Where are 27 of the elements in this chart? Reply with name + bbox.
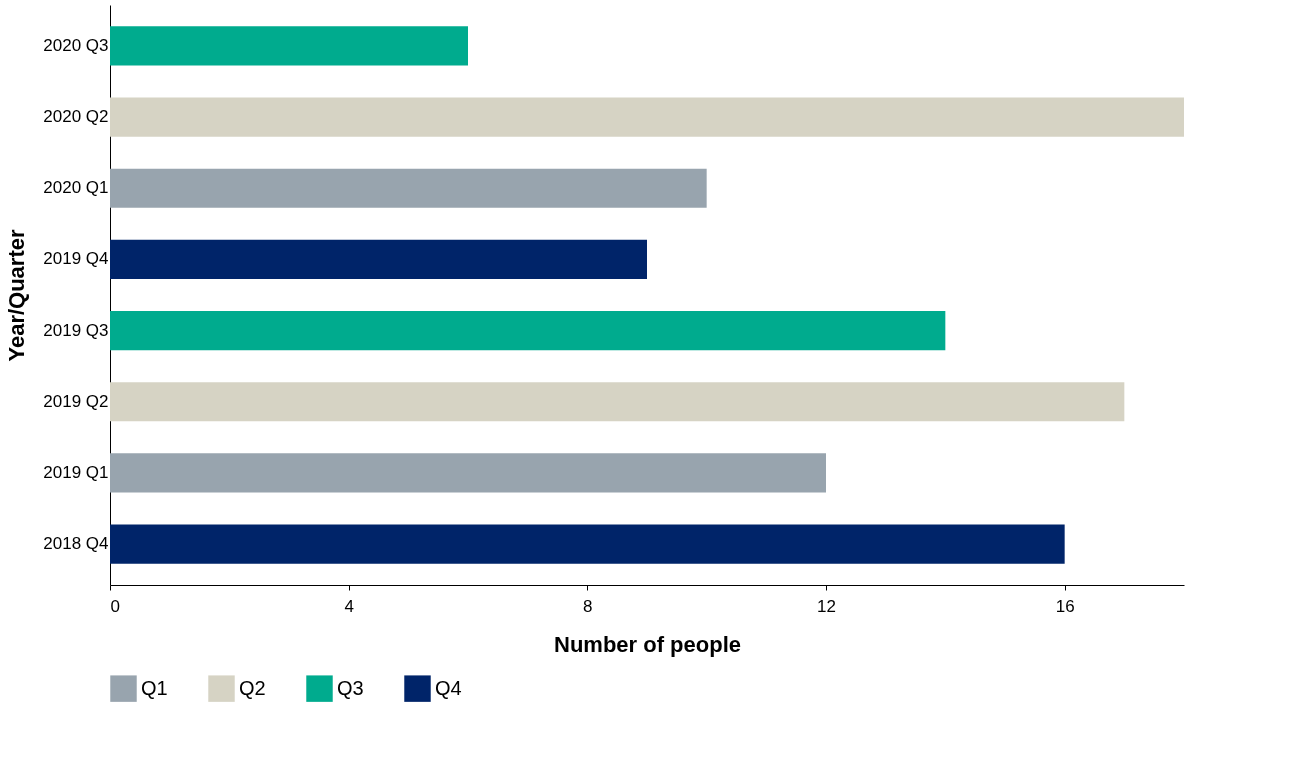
bar xyxy=(110,239,647,279)
y-tick-label: 2020 Q1 xyxy=(43,178,109,198)
x-tick-label: 16 xyxy=(1055,596,1075,616)
y-tick-label: 2018 Q4 xyxy=(43,534,109,554)
legend-label: Q4 xyxy=(435,676,462,699)
y-tick-label: 2019 Q2 xyxy=(43,391,109,411)
bar xyxy=(110,97,1184,137)
y-axis-title: Year/Quarter xyxy=(4,229,30,362)
y-tick-label: 2020 Q2 xyxy=(43,107,109,127)
y-tick-label: 2019 Q1 xyxy=(43,462,109,482)
bar xyxy=(110,524,1065,564)
x-tick-label: 0 xyxy=(110,596,120,616)
legend-label: Q1 xyxy=(141,676,168,699)
legend-label: Q3 xyxy=(337,676,364,699)
bar xyxy=(110,26,468,66)
bar xyxy=(110,453,826,493)
bar xyxy=(110,382,1125,422)
x-tick-label: 12 xyxy=(817,596,836,616)
y-tick-label: 2019 Q4 xyxy=(43,249,109,269)
y-tick-label: 2020 Q3 xyxy=(43,35,109,55)
y-tick-label: 2019 Q3 xyxy=(43,320,109,340)
x-tick-label: 4 xyxy=(344,596,354,616)
bar xyxy=(110,311,946,351)
bar xyxy=(110,168,707,208)
legend-label: Q2 xyxy=(239,676,266,699)
x-tick-label: 8 xyxy=(583,596,593,616)
x-axis-title: Number of people xyxy=(553,631,742,657)
